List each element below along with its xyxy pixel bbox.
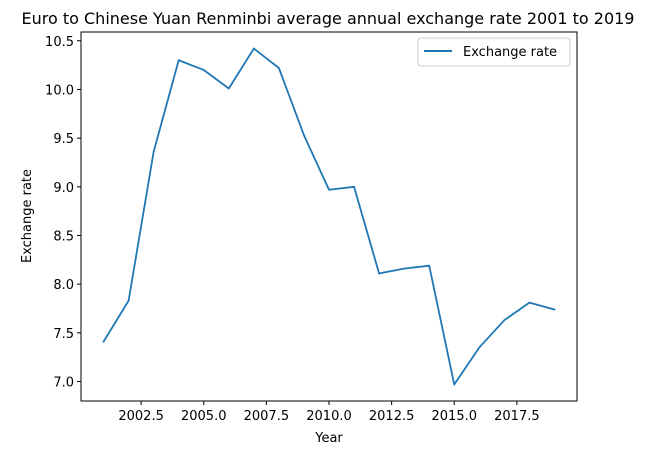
x-tick-label: 2007.5	[244, 409, 290, 424]
data-point	[202, 69, 205, 71]
legend: Exchange rate	[417, 37, 571, 67]
y-tick-label: 8.5	[53, 229, 74, 244]
data-point	[328, 188, 330, 191]
data-point	[403, 267, 406, 270]
data-point	[277, 67, 280, 69]
data-point	[453, 383, 456, 386]
chart-title: Euro to Chinese Yuan Renminbi average an…	[22, 9, 635, 28]
x-axis-title: Year	[314, 431, 343, 446]
data-point	[152, 150, 155, 153]
y-tick-label: 9.5	[53, 132, 74, 147]
data-point	[353, 185, 355, 188]
legend-box	[417, 37, 571, 67]
data-point	[378, 272, 381, 275]
data-point	[252, 47, 255, 50]
data-point	[102, 340, 105, 343]
x-tick-label: 2017.5	[494, 409, 540, 424]
data-point	[177, 59, 180, 62]
x-tick-label: 2010.0	[306, 409, 352, 424]
x-tick-label: 2012.5	[369, 409, 415, 424]
plot-area	[102, 47, 556, 386]
x-tick-label: 2005.0	[181, 409, 227, 424]
series-line-0	[102, 47, 556, 386]
data-point	[503, 319, 506, 322]
x-tick-label: 2002.5	[118, 409, 164, 424]
y-tick-label: 10.5	[45, 35, 74, 50]
data-point	[478, 346, 481, 349]
data-point	[127, 299, 130, 302]
data-point	[528, 301, 531, 304]
y-tick-label: 10.0	[45, 83, 74, 98]
y-tick-label: 7.5	[53, 327, 74, 342]
plot-frame	[80, 31, 578, 402]
y-tick-label: 7.0	[53, 376, 74, 391]
data-point	[227, 87, 230, 90]
x-axis: 2002.5 2005.0 2007.5 2010.0 2012.5 2015.0 2017…	[118, 401, 540, 424]
y-axis-title: Exchange rate	[20, 169, 35, 263]
x-tick-label: 2015.0	[432, 409, 478, 424]
data-point	[553, 308, 556, 311]
legend-label: Exchange rate	[463, 45, 557, 60]
y-tick-label: 9.0	[53, 181, 74, 196]
data-point	[303, 134, 305, 137]
y-axis: 7.0 7.5 8.0 8.5 9.0 9.5 10.0 10.5	[45, 35, 81, 391]
data-point	[428, 264, 431, 267]
y-tick-label: 8.0	[53, 278, 74, 293]
